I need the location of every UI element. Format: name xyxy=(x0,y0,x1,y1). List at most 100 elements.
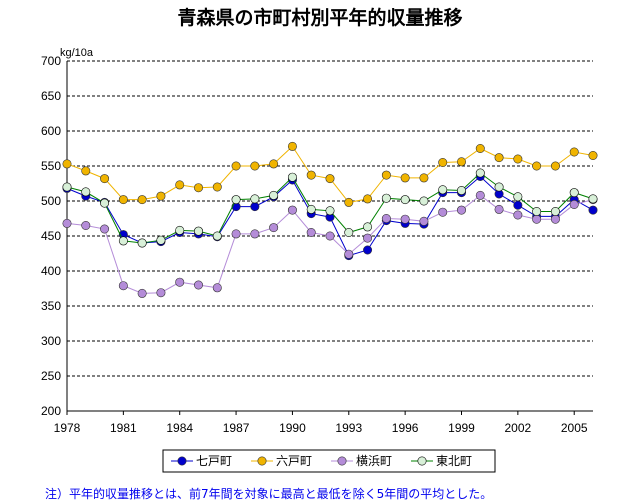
data-point xyxy=(212,182,222,192)
data-point xyxy=(100,198,110,208)
data-point xyxy=(231,161,241,171)
x-tick-label: 1978 xyxy=(54,421,81,435)
data-point xyxy=(212,283,222,293)
axes xyxy=(66,61,593,412)
data-point xyxy=(456,186,466,196)
legend-label: 横浜町 xyxy=(356,454,392,468)
data-point xyxy=(306,228,316,238)
data-point xyxy=(81,221,91,231)
legend-box xyxy=(162,449,496,473)
data-point xyxy=(287,141,297,151)
data-point xyxy=(100,174,110,184)
y-tick-label: 550 xyxy=(41,159,61,173)
data-point xyxy=(456,157,466,167)
data-point xyxy=(344,197,354,207)
data-point xyxy=(363,245,373,255)
data-point xyxy=(381,214,391,224)
y-tick-label: 700 xyxy=(41,54,61,68)
data-point xyxy=(513,210,523,220)
data-point xyxy=(269,190,279,200)
y-tick-label: 250 xyxy=(41,369,61,383)
y-tick-label: 450 xyxy=(41,229,61,243)
data-point xyxy=(494,153,504,163)
data-point xyxy=(100,224,110,234)
data-point xyxy=(475,190,485,200)
data-point xyxy=(475,144,485,154)
series-4 xyxy=(62,168,598,248)
data-point xyxy=(175,225,185,235)
data-point xyxy=(363,222,373,232)
data-point xyxy=(250,229,260,239)
data-point xyxy=(118,236,128,246)
x-tick-labels: 1978 1981 1984 1987 1990 1993 1996 1999 2002 2005 xyxy=(54,411,588,435)
data-point xyxy=(156,191,166,201)
x-tick-label: 1999 xyxy=(448,421,475,435)
y-tick-label: 350 xyxy=(41,299,61,313)
data-point xyxy=(419,173,429,183)
legend-swatch-marker xyxy=(257,456,267,466)
data-point xyxy=(194,226,204,236)
data-point xyxy=(325,206,335,216)
series-2 xyxy=(62,141,598,207)
data-point xyxy=(287,205,297,215)
data-point xyxy=(81,166,91,176)
data-point xyxy=(212,231,222,241)
y-tick-label: 400 xyxy=(41,264,61,278)
y-tick-label: 600 xyxy=(41,124,61,138)
data-point xyxy=(250,161,260,171)
data-point xyxy=(137,288,147,298)
x-tick-label: 1993 xyxy=(335,421,362,435)
data-point xyxy=(550,214,560,224)
data-point xyxy=(513,200,523,210)
data-point xyxy=(344,249,354,259)
series-group xyxy=(62,141,598,298)
data-point xyxy=(269,159,279,169)
data-point xyxy=(231,229,241,239)
data-point xyxy=(62,218,72,228)
data-point xyxy=(456,205,466,215)
y-tick-label: 500 xyxy=(41,194,61,208)
data-point xyxy=(62,159,72,169)
data-point xyxy=(306,170,316,180)
data-point xyxy=(156,288,166,298)
legend-swatch-marker xyxy=(177,456,187,466)
data-point xyxy=(381,170,391,180)
x-tick-label: 1996 xyxy=(392,421,419,435)
data-point xyxy=(550,207,560,217)
data-point xyxy=(81,187,91,197)
data-point xyxy=(438,207,448,217)
data-point xyxy=(513,192,523,202)
data-point xyxy=(287,172,297,182)
data-point xyxy=(118,281,128,291)
data-point xyxy=(513,154,523,164)
legend: 七戸町 六戸町 横浜町 東北町 xyxy=(162,449,496,473)
data-point xyxy=(137,238,147,248)
legend-swatch-marker xyxy=(417,456,427,466)
data-point xyxy=(419,196,429,206)
legend-label: 東北町 xyxy=(436,454,472,468)
data-point xyxy=(118,195,128,205)
y-tick-label: 650 xyxy=(41,89,61,103)
legend-label: 六戸町 xyxy=(276,454,312,468)
chart-title: 青森県の市町村別平年的収量推移 xyxy=(177,6,462,29)
y-tick-labels: 200 250 300 350 400 450 500 550 600 650 700 xyxy=(41,54,61,418)
legend-swatch-marker xyxy=(337,456,347,466)
data-point xyxy=(306,204,316,214)
data-point xyxy=(400,195,410,205)
data-point xyxy=(569,147,579,157)
x-tick-label: 2002 xyxy=(505,421,532,435)
data-point xyxy=(588,205,598,215)
x-tick-label: 1984 xyxy=(166,421,193,435)
data-point xyxy=(231,195,241,205)
data-point xyxy=(175,277,185,287)
data-point xyxy=(194,183,204,193)
y-axis-unit: kg/10a xyxy=(60,47,94,59)
data-point xyxy=(532,207,542,217)
data-point xyxy=(419,216,429,226)
footnote: 注）平年的収量推移とは、前7年間を対象に最高と最低を除く5年間の平均とした。 xyxy=(45,486,492,501)
y-tick-label: 300 xyxy=(41,334,61,348)
data-point xyxy=(344,228,354,238)
data-point xyxy=(363,233,373,243)
data-point xyxy=(325,231,335,241)
